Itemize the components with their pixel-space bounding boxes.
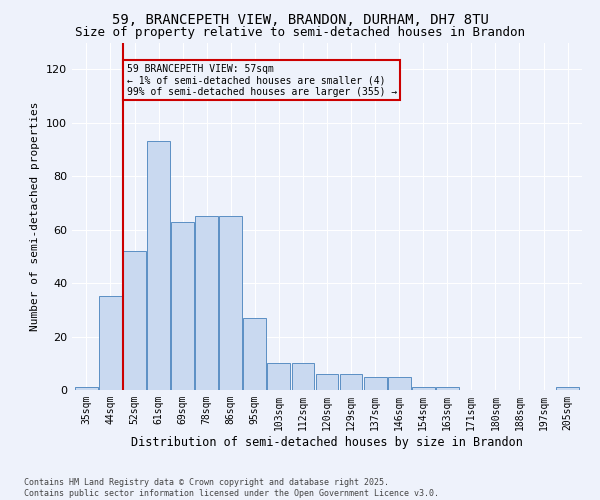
Bar xyxy=(220,216,242,390)
Bar xyxy=(75,388,98,390)
Bar xyxy=(316,374,338,390)
Text: 59 BRANCEPETH VIEW: 57sqm
← 1% of semi-detached houses are smaller (4)
99% of se: 59 BRANCEPETH VIEW: 57sqm ← 1% of semi-d… xyxy=(127,64,397,97)
Bar xyxy=(436,388,459,390)
Bar xyxy=(340,374,362,390)
Bar xyxy=(412,388,434,390)
Bar xyxy=(244,318,266,390)
Bar xyxy=(123,251,146,390)
Bar xyxy=(195,216,218,390)
Bar xyxy=(292,364,314,390)
Text: Contains HM Land Registry data © Crown copyright and database right 2025.
Contai: Contains HM Land Registry data © Crown c… xyxy=(24,478,439,498)
Bar xyxy=(99,296,122,390)
Y-axis label: Number of semi-detached properties: Number of semi-detached properties xyxy=(31,102,40,331)
Text: Size of property relative to semi-detached houses in Brandon: Size of property relative to semi-detach… xyxy=(75,26,525,39)
X-axis label: Distribution of semi-detached houses by size in Brandon: Distribution of semi-detached houses by … xyxy=(131,436,523,448)
Bar xyxy=(268,364,290,390)
Text: 59, BRANCEPETH VIEW, BRANDON, DURHAM, DH7 8TU: 59, BRANCEPETH VIEW, BRANDON, DURHAM, DH… xyxy=(112,12,488,26)
Bar xyxy=(364,376,386,390)
Bar xyxy=(388,376,410,390)
Bar xyxy=(171,222,194,390)
Bar xyxy=(556,388,579,390)
Bar xyxy=(147,142,170,390)
